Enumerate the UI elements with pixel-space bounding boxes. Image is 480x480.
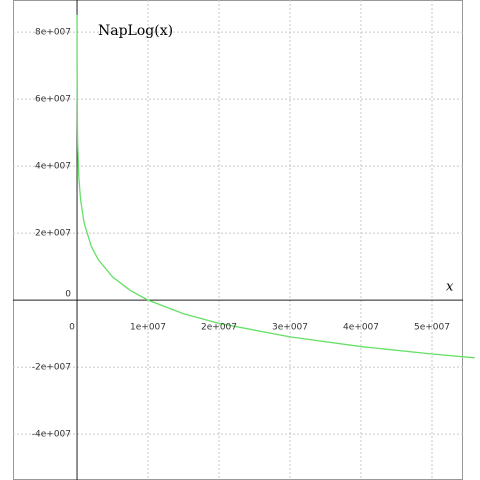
x-tick-label: 0	[69, 323, 75, 333]
axes	[13, 0, 463, 480]
y-tick-label: -4e+007	[32, 430, 71, 440]
x-tick-label: 2e+007	[201, 323, 237, 333]
x-axis-label: x	[446, 280, 454, 295]
naplog-curve	[76, 14, 475, 359]
grid	[13, 0, 463, 480]
y-tick-label: 8e+007	[35, 28, 71, 38]
y-tick-label: 0	[65, 290, 71, 300]
y-tick-label: 6e+007	[35, 95, 71, 105]
curve-layer	[76, 14, 475, 359]
y-tick-label: -2e+007	[32, 363, 71, 373]
x-tick-label: 5e+007	[414, 323, 450, 333]
x-tick-label: 1e+007	[130, 323, 166, 333]
y-tick-label: 2e+007	[35, 229, 71, 239]
chart-title: NapLog(x)	[98, 23, 173, 39]
labels: 0 1e+007 2e+007 3e+007 4e+007 5e+007 -4e+007 -2…	[32, 28, 450, 440]
x-tick-label: 4e+007	[343, 323, 379, 333]
x-tick-label: 3e+007	[272, 323, 308, 333]
y-tick-label: 4e+007	[35, 162, 71, 172]
plot-frame	[13, 0, 463, 480]
